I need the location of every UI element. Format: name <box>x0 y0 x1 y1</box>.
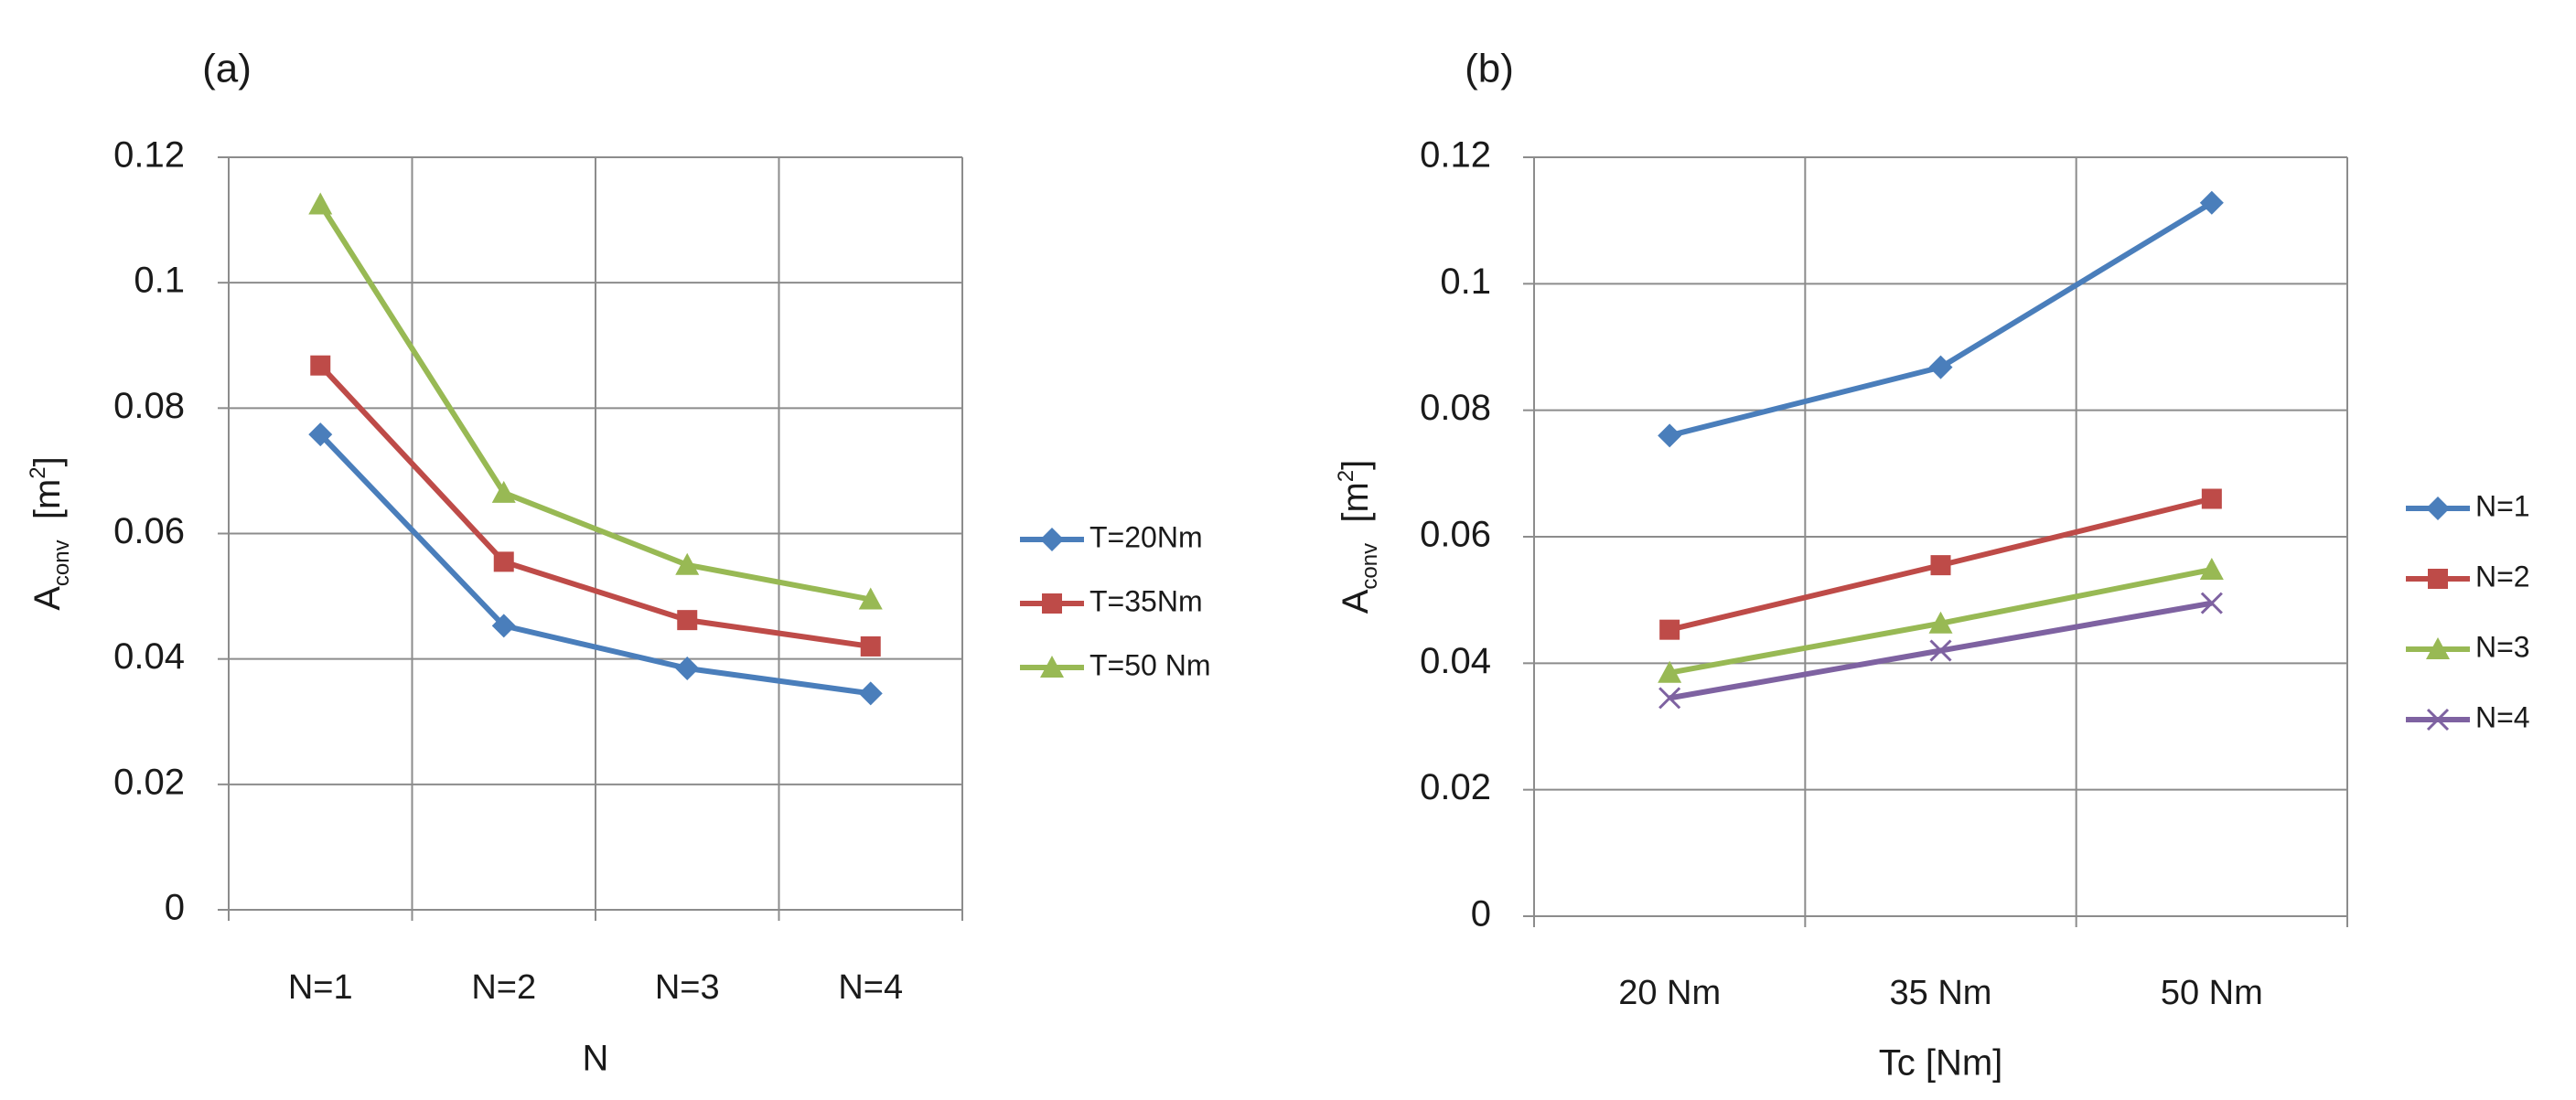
data-point <box>2199 557 2224 580</box>
series-line <box>318 433 872 697</box>
legend-label: T=50 Nm <box>1089 648 1210 681</box>
data-point <box>860 635 881 657</box>
series-t-20nm <box>308 422 883 706</box>
y-tick-label: 0.08 <box>113 386 185 426</box>
y-tick-label: 0.1 <box>134 261 185 301</box>
y-axis-title: Aconv [m2] <box>1334 460 1382 614</box>
y-tick-label: 0 <box>165 888 185 928</box>
chart-b: (b) 0 0.02 0.04 0.06 0.08 0.1 0.12 20 Nm 35 Nm 50 … <box>1334 47 2530 1084</box>
series-t-50-nm <box>308 192 883 610</box>
legend-label: N=3 <box>2475 630 2530 663</box>
legend-item: N=2 <box>2406 560 2530 593</box>
x-tick-label: 20 Nm <box>1618 974 1721 1012</box>
data-point <box>1928 611 1953 634</box>
legend-marker <box>2426 497 2450 520</box>
legend-marker <box>2426 708 2450 732</box>
x-tick-label: N=2 <box>471 968 536 1007</box>
x-tick-label: N=3 <box>655 968 720 1007</box>
data-point <box>1929 639 1952 662</box>
legend-label: T=35Nm <box>1089 584 1203 617</box>
series-line <box>1669 200 2214 439</box>
data-point <box>1930 555 1951 576</box>
x-tick-label: N=1 <box>288 968 353 1007</box>
legend-label: N=2 <box>2475 560 2530 593</box>
y-tick-label: 0.12 <box>113 135 185 176</box>
legend-item: T=20Nm <box>1020 520 1203 553</box>
chart-a: (a) 0 0.02 0.04 0.06 0.08 0.1 0.12 N=1 N=2 N=3 N=4 N… <box>26 47 1210 1079</box>
series-n-3 <box>1658 557 2224 683</box>
panel-label: (a) <box>202 47 252 91</box>
data-point <box>308 422 333 447</box>
legend-item: N=1 <box>2406 489 2530 522</box>
y-tick-label: 0.06 <box>1420 515 1491 555</box>
y-tick-label: 0.08 <box>1420 388 1491 428</box>
legend-item: T=35Nm <box>1020 584 1203 617</box>
series-n-1 <box>1658 190 2224 448</box>
x-tick-label: 35 Nm <box>1890 974 1992 1012</box>
legend-marker <box>1040 656 1064 678</box>
series-t-35nm <box>310 355 881 657</box>
legend-marker <box>2428 569 2448 589</box>
series-line <box>317 202 872 603</box>
y-tick-label: 0 <box>1471 894 1491 934</box>
data-point <box>858 587 883 610</box>
data-point <box>1658 687 1681 710</box>
data-point <box>1928 355 1953 379</box>
legend: N=1 N=2 N=3 N=4 <box>2406 489 2530 733</box>
y-tick-label: 0.12 <box>1420 135 1491 176</box>
y-tick-label: 0.1 <box>1440 262 1491 302</box>
legend-marker <box>1040 528 1064 551</box>
data-point <box>491 480 516 503</box>
panel-label: (b) <box>1465 47 1514 91</box>
data-point <box>675 656 700 680</box>
legend-item: N=3 <box>2406 630 2530 663</box>
data-point <box>2200 592 2223 614</box>
legend-item: T=50 Nm <box>1020 648 1210 681</box>
x-axis-title: Tc [Nm] <box>1879 1043 2003 1084</box>
data-point <box>310 355 331 376</box>
legend-item: N=4 <box>2406 700 2530 733</box>
data-point <box>308 192 333 215</box>
y-axis-title: Aconv [m2] <box>26 456 74 611</box>
data-point <box>1658 423 1682 448</box>
y-tick-label: 0.02 <box>1420 767 1491 807</box>
x-tick-label: N=4 <box>838 968 903 1007</box>
y-tick-label: 0.06 <box>113 511 185 551</box>
y-tick-label: 0.02 <box>113 762 185 802</box>
x-tick-label: 50 Nm <box>2161 974 2263 1012</box>
y-tick-label: 0.04 <box>1420 641 1491 681</box>
legend: T=20Nm T=35Nm T=50 Nm <box>1020 520 1210 681</box>
legend-label: T=20Nm <box>1089 520 1203 553</box>
series-n-4 <box>1658 592 2223 710</box>
data-point <box>858 681 883 706</box>
data-point <box>2201 488 2222 509</box>
data-point <box>677 610 698 631</box>
x-axis-title: N <box>583 1039 609 1079</box>
series-n-2 <box>1659 488 2222 640</box>
legend-marker <box>2426 637 2450 659</box>
y-tick-label: 0.04 <box>113 636 185 677</box>
data-point <box>1659 619 1680 640</box>
data-point <box>1658 660 1682 683</box>
data-point <box>491 614 516 638</box>
legend-marker <box>1042 593 1062 614</box>
legend-label: N=1 <box>2475 489 2530 522</box>
data-point <box>675 552 700 575</box>
series-line <box>318 363 872 649</box>
legend-label: N=4 <box>2475 700 2530 733</box>
data-point <box>2199 190 2224 215</box>
data-point <box>493 551 514 572</box>
